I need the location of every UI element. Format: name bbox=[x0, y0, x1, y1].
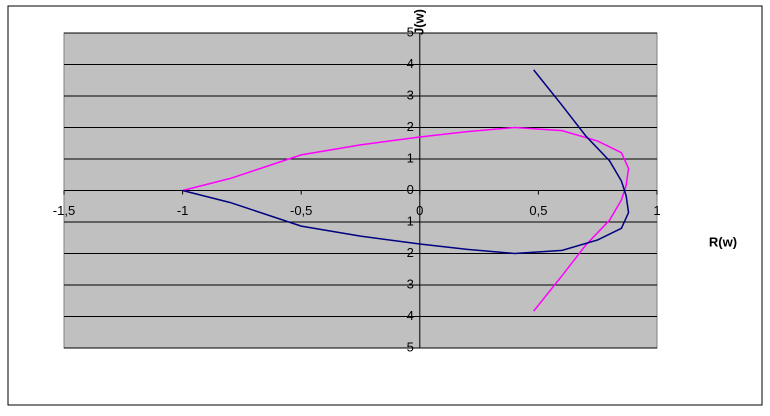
y-tick-label: -1 bbox=[402, 213, 414, 228]
x-tick-label: 0 bbox=[416, 203, 423, 218]
series-line bbox=[182, 69, 630, 255]
x-tick-label: -0,5 bbox=[290, 203, 312, 218]
grid bbox=[63, 32, 658, 349]
y-tick-label: 1 bbox=[407, 150, 414, 165]
y-tick-label: -4 bbox=[402, 308, 414, 323]
x-tick-label: 0,5 bbox=[529, 203, 547, 218]
x-tick-label: -1 bbox=[177, 203, 189, 218]
y-tick-label: -5 bbox=[402, 339, 414, 354]
y-tick-label: 4 bbox=[407, 56, 414, 71]
y-tick-label: -3 bbox=[402, 276, 414, 291]
series-line bbox=[182, 126, 630, 312]
y-tick-label: 3 bbox=[407, 87, 414, 102]
x-axis-label: R(w) bbox=[709, 234, 737, 249]
y-axis-label: J(w) bbox=[411, 9, 426, 35]
y-tick-label: 2 bbox=[407, 119, 414, 134]
series bbox=[182, 69, 630, 312]
y-tick-label: 0 bbox=[407, 182, 414, 197]
x-tick-label: 1 bbox=[653, 203, 660, 218]
y-tick-label: 5 bbox=[407, 24, 414, 39]
y-tick-label: -2 bbox=[402, 245, 414, 260]
x-tick-label: -1,5 bbox=[53, 203, 75, 218]
